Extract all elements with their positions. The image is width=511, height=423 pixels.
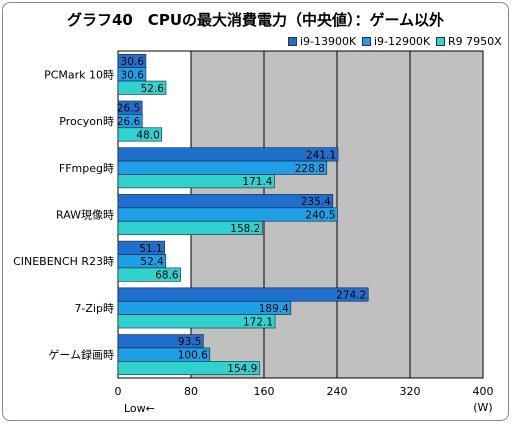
category-label: RAW現像時 [56, 209, 114, 222]
legend-swatch-series-2 [362, 37, 371, 46]
data-label: 52.4 [140, 256, 164, 268]
low-note: Low← [124, 402, 155, 415]
data-label: 30.6 [121, 56, 145, 68]
bar [117, 287, 369, 302]
category-label: 7-Zip時 [74, 302, 114, 315]
bar [117, 127, 163, 142]
data-label: 189.4 [259, 303, 289, 315]
data-label: 241.1 [306, 149, 336, 161]
legend-item-series-2: i9-12900K [362, 35, 430, 48]
legend-swatch-series-1 [288, 37, 297, 46]
data-label: 172.1 [243, 316, 273, 328]
data-label: 274.2 [336, 290, 366, 302]
bar [117, 220, 263, 235]
category-label: Procyon時 [59, 115, 114, 128]
data-label: 68.6 [155, 270, 179, 282]
data-label: 51.1 [139, 243, 162, 255]
data-label: 235.4 [301, 196, 331, 208]
bar [117, 361, 260, 376]
legend-label-series-2: i9-12900K [374, 35, 431, 48]
bar [117, 267, 181, 282]
x-tick-label: 400 [473, 385, 494, 398]
category-label: FFmpeg時 [59, 162, 114, 175]
x-tick-label: 160 [254, 385, 275, 398]
legend-swatch-series-3 [436, 37, 445, 46]
chart-title: グラフ40 CPUの最大消費電力（中央値）：ゲーム以外 [66, 11, 445, 29]
data-label: 228.8 [295, 163, 325, 175]
data-label: 93.5 [178, 336, 201, 348]
data-label: 26.6 [117, 116, 141, 128]
data-label: 240.5 [305, 210, 335, 222]
legend-label-series-1: i9-13900K [300, 35, 357, 48]
unit-label: (W) [473, 401, 492, 414]
legend-item-series-3: R9 7950X [436, 35, 502, 48]
data-label: 158.2 [230, 223, 260, 235]
bar [117, 80, 167, 95]
x-tick-label: 240 [327, 385, 348, 398]
data-label: 26.5 [117, 103, 140, 115]
legend-label-series-3: R9 7950X [448, 35, 502, 48]
data-label: 48.0 [136, 129, 159, 141]
x-tick-label: 0 [115, 385, 122, 398]
bar [117, 174, 275, 189]
x-tick-label: 320 [400, 385, 421, 398]
bar [117, 314, 276, 329]
data-label: 52.6 [141, 83, 165, 95]
x-tick-label: 80 [184, 385, 198, 398]
data-label: 30.6 [121, 69, 145, 81]
data-label: 171.4 [242, 176, 272, 188]
data-label: 100.6 [178, 350, 208, 362]
category-label: CINEBENCH R23時 [13, 255, 114, 268]
data-label: 154.9 [227, 363, 257, 375]
category-label: PCMark 10時 [44, 68, 114, 81]
legend-item-series-1: i9-13900K [288, 35, 356, 48]
category-label: ゲーム録画時 [48, 348, 114, 362]
